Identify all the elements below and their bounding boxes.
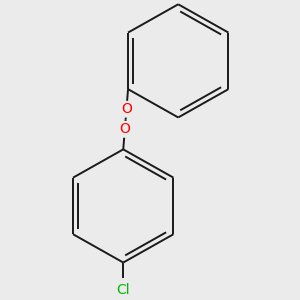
Text: Cl: Cl [116,283,130,297]
Text: O: O [121,102,132,116]
Text: O: O [119,122,130,136]
